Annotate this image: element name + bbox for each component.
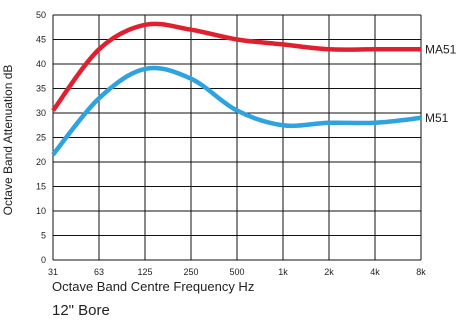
x-tick-label: 2k — [324, 267, 334, 277]
x-tick-label: 1k — [278, 267, 288, 277]
x-tick-label: 31 — [48, 267, 58, 277]
grid — [52, 14, 422, 261]
y-tick-label: 25 — [36, 133, 46, 143]
x-tick-label: 4k — [370, 267, 380, 277]
chart-subtitle: 12" Bore — [52, 302, 110, 319]
x-tick-label: 250 — [183, 267, 198, 277]
series-line-ma51 — [51, 21, 421, 112]
y-tick-label: 45 — [36, 35, 46, 45]
series-lines — [51, 21, 422, 157]
x-tick-label: 8k — [416, 267, 426, 277]
x-tick-label: 500 — [229, 267, 244, 277]
y-tick-label: 10 — [36, 206, 46, 216]
series-line-m51 — [51, 65, 422, 157]
y-tick-label: 35 — [36, 84, 46, 94]
y-tick-label: 20 — [36, 157, 46, 167]
y-axis-label: Octave Band Attenuation dB — [1, 65, 15, 216]
y-tick-label: 5 — [41, 231, 46, 241]
series-labels: MA51 M51 — [425, 42, 457, 125]
x-tick-label: 125 — [137, 267, 152, 277]
y-tick-label: 50 — [36, 10, 46, 20]
series-label-ma51: MA51 — [425, 42, 457, 56]
y-tick-label: 30 — [36, 108, 46, 118]
x-tick-labels: 31 63 125 250 500 1k 2k 4k 8k — [48, 267, 426, 277]
y-tick-label: 0 — [41, 255, 46, 265]
y-tick-label: 15 — [36, 182, 46, 192]
series-label-m51: M51 — [425, 111, 449, 125]
y-tick-labels: 0 5 10 15 20 25 30 35 40 45 50 — [36, 10, 46, 265]
x-axis-label: Octave Band Centre Frequency Hz — [52, 279, 255, 294]
x-tick-label: 63 — [94, 267, 104, 277]
y-tick-label: 40 — [36, 59, 46, 69]
